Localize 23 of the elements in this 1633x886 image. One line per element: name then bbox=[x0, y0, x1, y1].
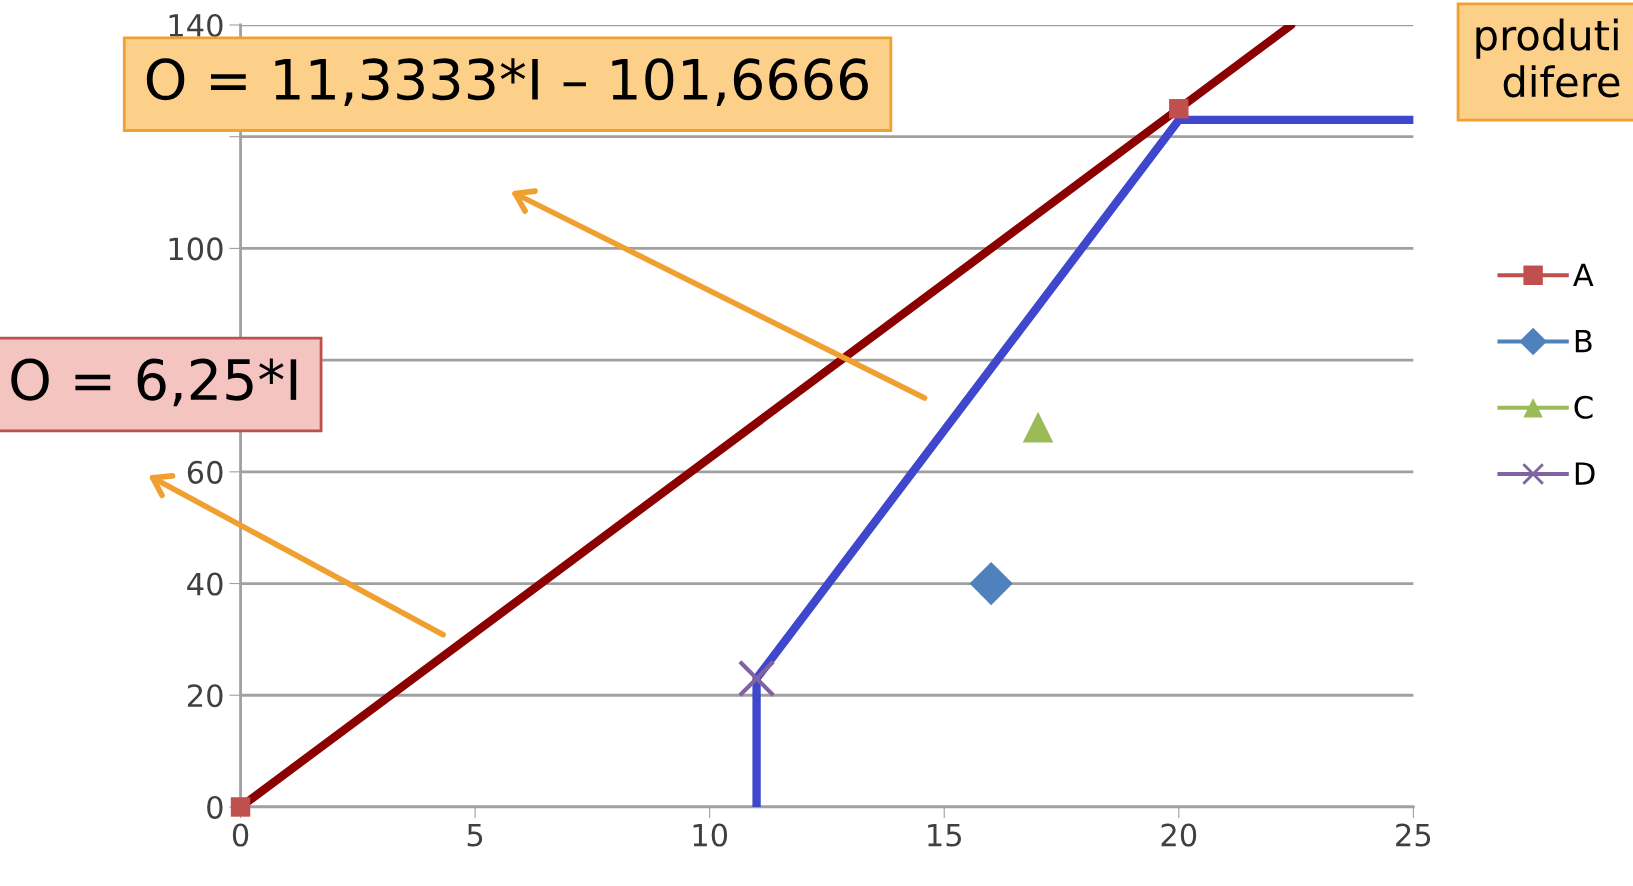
x-tick-label: 5 bbox=[467, 823, 483, 847]
x-tick-label: 25 bbox=[1396, 823, 1431, 847]
point bbox=[1169, 99, 1189, 119]
legend-label: C bbox=[1574, 395, 1593, 419]
y-tick-label: 140 bbox=[169, 13, 223, 38]
x-tick-label: 15 bbox=[928, 823, 961, 847]
legend-label: A bbox=[1573, 263, 1594, 286]
legend-label: B bbox=[1575, 329, 1592, 353]
annotation: O = 11,3333*I – 101,6666 bbox=[146, 58, 868, 106]
y-tick-label: 60 bbox=[187, 460, 223, 484]
y-tick-label: 100 bbox=[169, 237, 223, 261]
x-tick-label: 10 bbox=[693, 823, 728, 847]
y-tick-label: 20 bbox=[187, 684, 223, 708]
y-tick-label: 0 bbox=[207, 795, 223, 820]
y-tick-label: 40 bbox=[187, 572, 223, 596]
x-tick-label: 20 bbox=[1161, 823, 1197, 847]
annotation: O = 6,25*I bbox=[11, 358, 297, 407]
legend-label: D bbox=[1575, 462, 1595, 485]
point bbox=[1022, 411, 1054, 443]
text: produti difere bbox=[1476, 18, 1620, 98]
point bbox=[230, 797, 251, 817]
point bbox=[969, 561, 1013, 606]
x-tick-label: 0 bbox=[232, 823, 249, 847]
